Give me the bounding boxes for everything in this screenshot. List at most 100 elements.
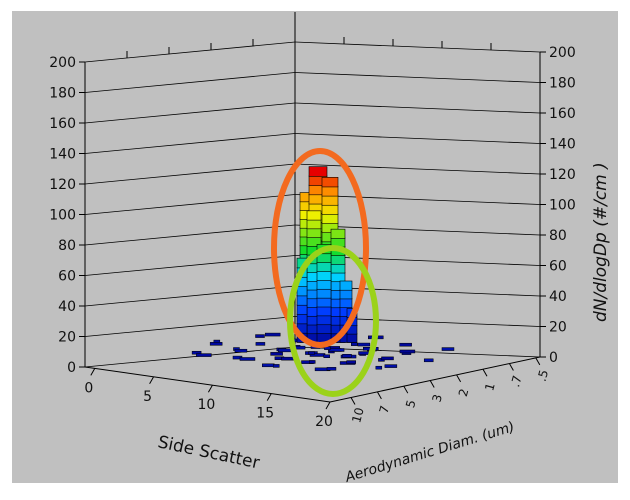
y-tick-label: 7 [377,404,393,415]
z-tick-label: 100 [49,208,76,224]
grid-line-left-wall [84,102,296,124]
grid-line-left-wall [84,316,296,337]
x-tick-mark [266,393,272,401]
bar-segment [306,210,322,221]
floor-bar [255,334,265,338]
bar-segment [316,288,332,299]
z-axis-ticks-left: 0 20 40 60 80 100 120 140 160 180 200 [49,55,85,376]
bar-segment [321,204,339,215]
floor-bar [270,352,283,356]
z-tick-label: 20 [549,320,567,336]
top-edge-ticks [126,37,492,58]
bar-segment [321,213,339,224]
y-tick-label: 3 [429,393,445,404]
grid-line-left-wall [84,346,296,368]
x-axis-ticks: 0 5 10 15 20 [84,368,333,430]
grid-line-left-wall [84,41,296,63]
y-tick-label: 1 [482,381,498,392]
z-tick-label: 40 [549,289,567,305]
y-tick-label: 5 [403,398,419,409]
bar-segment [339,280,353,291]
bar-segment [321,186,339,197]
floor-bar [262,363,275,368]
floor-bar [239,357,256,361]
floor-bar [346,360,356,364]
z-axis-label: dN/dlogDp (#/cm ) [591,162,611,322]
bar-segment [330,263,346,274]
floor-bar [209,342,223,346]
z-axis-ticks-right: 0 20 40 60 80 100 120 140 160 180 200 [540,45,576,366]
bar-segment [316,315,332,326]
z-tick-label: 100 [549,198,576,214]
bar-segment [306,219,322,230]
bar-segment [346,333,358,343]
bar-segment [296,313,308,325]
floor-bar [255,342,266,346]
y-tick-label: .5 [535,368,551,383]
bar-segment [321,195,339,206]
grid-line-left-wall [84,133,296,154]
bar-segment [316,279,332,290]
bar-segment [330,254,346,265]
floor-bar [399,349,416,354]
y-tick-mark [403,385,409,394]
y-tick-mark [429,380,435,388]
grid-line-left-wall [84,163,296,185]
bar-segment [316,306,332,317]
z-tick-label: 160 [49,116,76,132]
z-tick-label: 120 [49,177,76,193]
z-tick-label: 60 [549,259,567,275]
y-tick-mark [456,374,462,383]
y-tick-label: 10 [349,406,366,424]
floor-bar [399,342,412,347]
x-tick-label: 5 [143,389,152,405]
z-tick-label: 80 [58,238,76,254]
orange-highlight-ellipse [271,148,369,348]
x-tick-label: 15 [256,406,274,422]
grid-line-right-wall [294,133,541,144]
bar-segment [316,261,332,272]
bar-segment [330,272,346,283]
z-tick-label: 140 [49,147,76,163]
z-tick-label: 0 [67,360,76,376]
grid-line-right-wall [294,41,541,53]
floor-bar [351,342,358,346]
y-tick-mark [535,357,541,366]
z-tick-label: 20 [58,330,76,346]
x-tick-mark [325,401,331,410]
floor-bar [264,332,281,337]
floor-bar [384,364,398,368]
floor-axes [84,356,541,403]
z-tick-label: 140 [549,137,576,153]
floor-bar [328,348,345,352]
z-tick-label: 200 [549,45,576,61]
bar-segment [330,228,346,239]
green-highlight-ellipse [287,245,379,397]
floor-bar [308,351,315,355]
floor-bar [342,354,352,358]
z-tick-label: 80 [549,228,567,244]
z-tick-label: 0 [549,350,558,366]
x-tick-mark [90,368,96,376]
x-tick-mark [207,384,213,393]
y-tick-label: .7 [508,374,524,389]
z-tick-label: 60 [58,269,76,285]
grid-line-left-wall [84,255,296,276]
y-tick-mark [482,368,488,377]
z-tick-label: 120 [549,167,576,183]
floor-bar [234,348,248,353]
z-tick-label: 200 [49,55,76,71]
floor-bar [375,365,383,370]
bar-segment [296,285,308,297]
floor-bar [323,354,330,358]
y-tick-mark [508,363,514,371]
floor-bar [441,347,455,351]
y-tick-mark [350,397,356,405]
floor-bar [381,356,394,361]
grid-line-left-wall [84,224,296,246]
bar-segment [296,304,308,315]
bar-segment [316,323,332,334]
bar-segment [308,166,328,177]
bar-segment [306,228,322,238]
